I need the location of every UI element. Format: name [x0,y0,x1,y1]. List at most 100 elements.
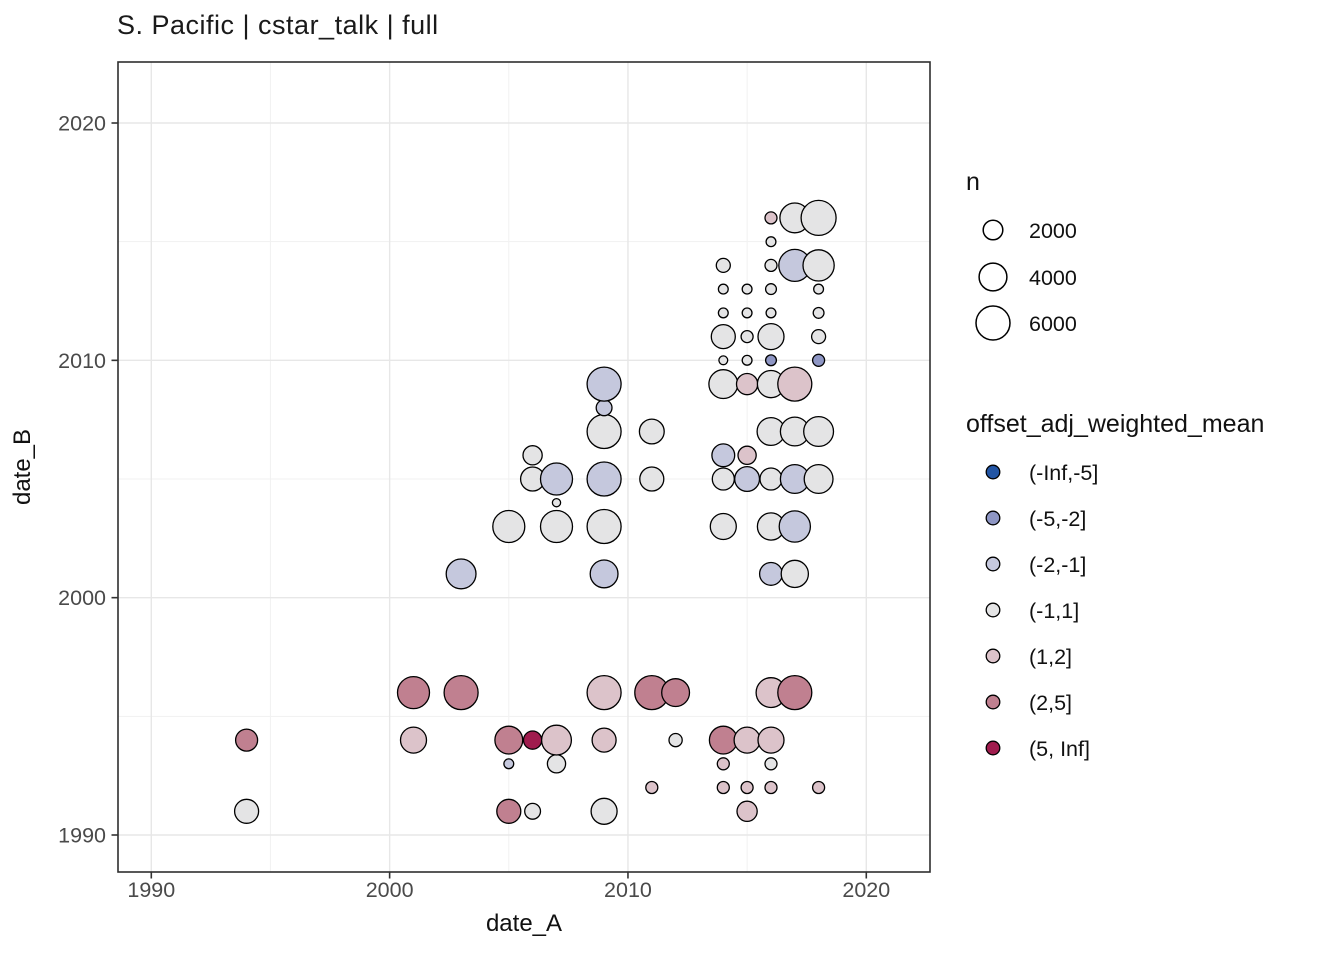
color-legend-dot [985,510,1001,526]
data-point [803,463,834,495]
panel-border [117,61,931,873]
color-legend-dot [985,464,1001,480]
data-point [758,561,784,586]
data-point [496,798,522,824]
data-point [645,780,659,795]
data-point [638,418,665,445]
color-legend-dot [985,694,1001,710]
data-point [780,559,810,589]
data-point [813,283,825,295]
data-point [811,780,826,795]
data-point [522,445,543,466]
color-legend-label: (-Inf,-5] [1029,461,1098,485]
data-point [716,780,730,795]
data-point [546,754,567,774]
size-legend-circle [982,219,1004,241]
data-point [539,509,574,544]
data-point [661,678,691,708]
data-point [443,674,479,711]
color-legend-label: (2,5] [1029,691,1072,715]
data-point [595,399,613,417]
data-point [812,306,825,319]
data-point [715,257,731,274]
data-point [717,307,729,319]
data-point [777,366,813,402]
color-legend-label: (-2,-1] [1029,553,1086,577]
data-point [668,732,683,748]
data-point [492,509,526,544]
data-point [233,798,260,824]
data-point [708,725,738,755]
data-point [494,725,524,755]
data-point [736,800,758,823]
data-point [711,443,736,468]
data-point [765,236,777,248]
size-legend: n 2000 4000 6000 [966,168,1077,341]
data-point [539,462,574,496]
data-point [586,674,622,711]
data-point [802,249,835,282]
data-point [445,558,477,590]
data-point [234,728,259,752]
size-legend-label: 2000 [1029,219,1077,243]
data-point [778,510,812,543]
size-legend-label: 4000 [1029,266,1077,290]
data-point [741,283,753,295]
x-tick-label: 2010 [604,878,652,902]
data-point [708,369,739,400]
data-point [764,258,778,273]
data-point [551,497,562,508]
data-point [522,730,543,750]
size-legend-circle [978,262,1008,292]
data-point [740,329,754,344]
size-legend-title: n [966,168,980,196]
data-point [711,467,735,491]
axes: 1990 2000 2010 2020 1990 2000 2010 2020 date_A da… [9,112,890,937]
y-tick-label: 2000 [58,586,106,610]
data-point [590,797,618,825]
x-axis-title: date_A [486,910,562,937]
color-legend-dot [985,648,1001,664]
x-tick-label: 2000 [366,878,414,902]
data-point [586,508,622,545]
data-point [740,780,754,795]
data-point [737,445,757,466]
data-point [396,675,431,710]
data-point [811,353,826,367]
data-point [591,727,617,753]
data-point [639,466,665,492]
y-tick-label: 1990 [58,824,106,848]
data-point [718,355,729,366]
data-point [709,512,737,541]
data-point [741,307,753,319]
color-legend-dot [985,740,1001,756]
size-legend-label: 6000 [1029,312,1077,336]
data-point [524,802,542,820]
data-point [399,726,428,754]
data-point [764,211,778,225]
data-point [765,307,777,319]
x-tick-label: 2020 [842,878,890,902]
data-point [503,758,515,770]
data-point [710,323,736,350]
data-point [734,465,761,493]
data-point [586,461,622,497]
data-point [589,559,619,589]
data-point [586,366,622,402]
data-point [757,322,785,351]
color-legend: offset_adj_weighted_mean (-Inf,-5] (-5,-2]… [966,410,1264,761]
y-tick-label: 2010 [58,349,106,373]
color-legend-label: (1,2] [1029,645,1072,669]
y-tick-label: 2020 [58,112,106,136]
color-legend-dot [985,602,1001,618]
data-point [757,726,785,754]
data-point [803,415,835,448]
data-point [540,724,573,756]
color-legend-label: (-1,1] [1029,599,1079,623]
data-point [764,354,778,367]
data-points [233,199,837,825]
color-legend-label: (5, Inf] [1029,737,1090,761]
data-point [733,726,761,754]
gridlines-major [118,62,930,872]
